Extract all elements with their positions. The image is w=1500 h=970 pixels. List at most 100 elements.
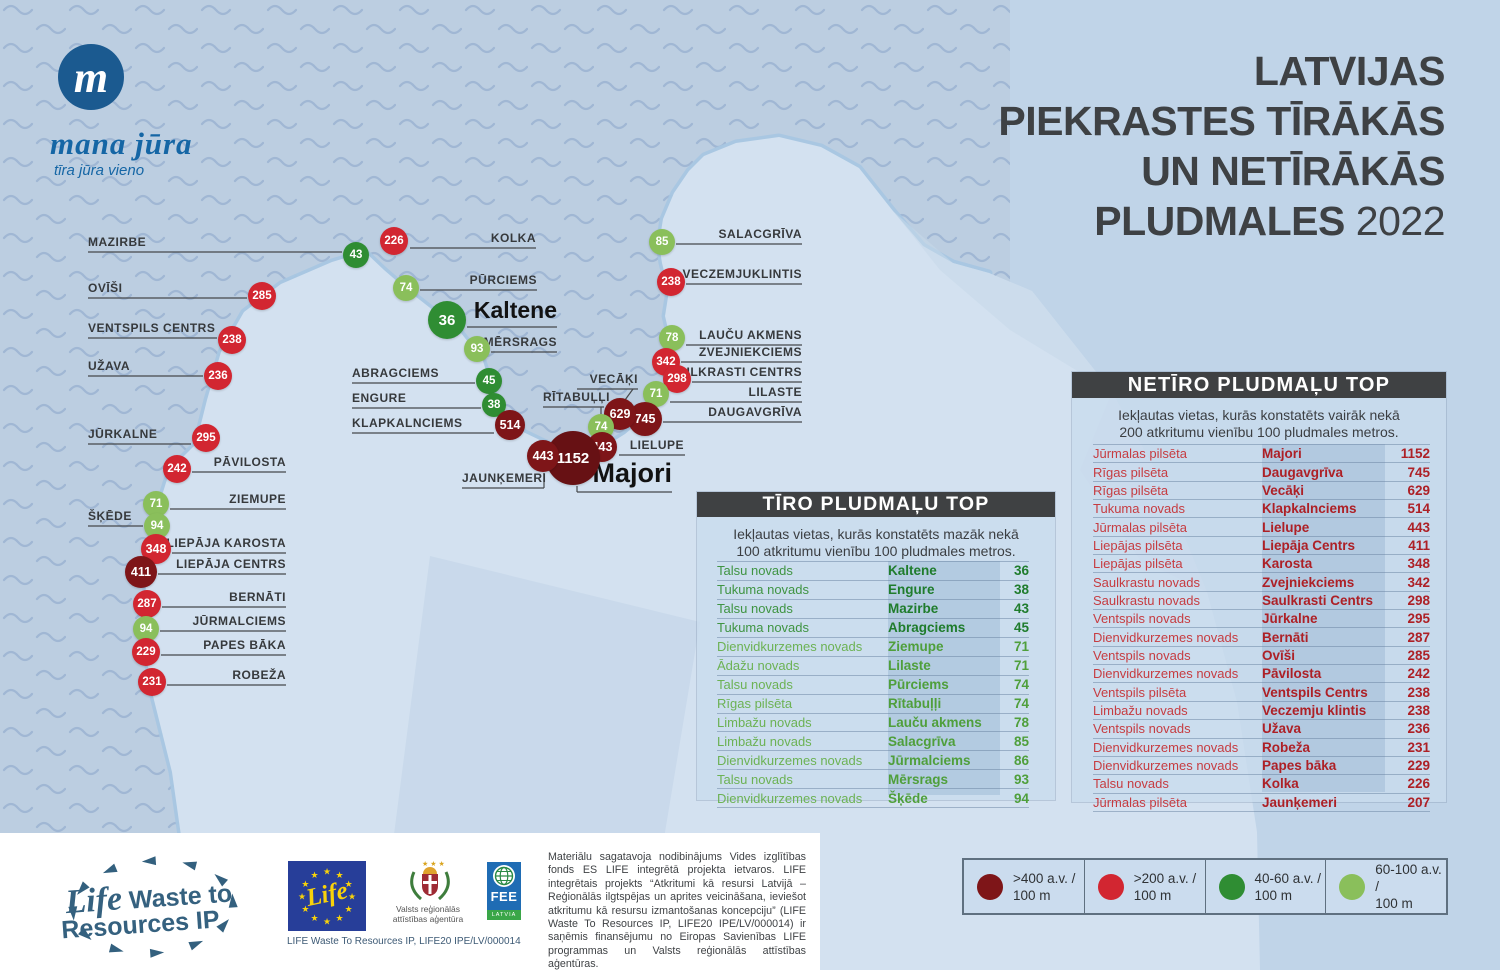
arrow-icon	[77, 881, 90, 895]
clean-subtitle-line2: 100 atkritumu vienību 100 pludmales metr…	[736, 543, 1016, 559]
beach-marker-value: 71	[649, 388, 663, 400]
beach-label: MAZIRBE	[88, 235, 147, 249]
region-cell: Dienvidkurzemes novads	[1093, 666, 1239, 682]
svg-text:★ ★ ★: ★ ★ ★	[422, 860, 445, 868]
value-cell: 85	[1013, 733, 1029, 749]
beach-cell: Papes bāka	[1262, 758, 1337, 774]
beach-label: SAULKRASTI CENTRS	[663, 365, 802, 379]
eu-logo-caption: LIFE Waste To Resources IP, LIFE20 IPE/L…	[287, 936, 521, 947]
region-cell: Saulkrastu novads	[1093, 574, 1200, 590]
arrow-icon	[78, 927, 92, 941]
table-row: Ventspils novads Jūrkalne 295	[1093, 610, 1430, 629]
value-cell: 411	[1408, 537, 1430, 553]
arrow-icon	[141, 856, 157, 866]
waste-to-resources-logo: Life Waste to Resources IP	[44, 845, 261, 969]
beach-cell: Lilaste	[888, 658, 931, 674]
eu-star-icon: ★	[345, 879, 353, 889]
beach-cell: Šķēde	[888, 790, 928, 806]
table-row: Tukuma novads Abragciems 45	[717, 619, 1029, 638]
beach-cell: Rītabuļļi	[888, 696, 942, 712]
fee-name: FEE	[490, 889, 518, 904]
table-row: Ventspils pilsēta Ventspils Centrs 238	[1093, 683, 1430, 702]
legend-label-line: >200 a.v. /	[1133, 870, 1197, 886]
eu-star-icon: ★	[345, 904, 353, 914]
title-line-1: LATVIJAS	[1253, 48, 1446, 94]
title-year: 2022	[1355, 198, 1446, 244]
beach-cell: Ziemupe	[888, 639, 944, 655]
beach-label: ŠĶĒDE	[88, 509, 132, 523]
dirty-table-title: NETĪRO PLUDMAĻU TOP	[1072, 372, 1446, 398]
region-cell: Dienvidkurzemes novads	[717, 790, 863, 806]
eu-star-icon: ★	[311, 913, 319, 923]
region-cell: Dienvidkurzemes novads	[717, 639, 863, 655]
beach-label: LIEPĀJA CENTRS	[176, 557, 286, 571]
region-cell: Talsu novads	[1093, 776, 1169, 792]
beach-marker-circle: 36	[428, 301, 466, 339]
table-row: Dienvidkurzemes novads Bernāti 287	[1093, 628, 1430, 647]
value-cell: 238	[1407, 702, 1430, 718]
beach-marker-value: 226	[384, 235, 404, 247]
beach-marker-value: 74	[594, 421, 608, 433]
legend-label-line: 100 m	[1133, 887, 1172, 903]
legend-label-line: >400 a.v. /	[1013, 870, 1076, 886]
beach-label: LAUČU AKMENS	[699, 328, 802, 342]
legend-label-line: 60-100 a.v. /	[1375, 862, 1442, 894]
beach-cell: Robeža	[1262, 739, 1311, 755]
table-row: Dienvidkurzemes novads Robeža 231	[1093, 739, 1430, 757]
beach-cell: Lauču akmens	[888, 714, 982, 730]
beach-marker-value: 78	[665, 332, 679, 344]
region-cell: Ventspils novads	[1093, 611, 1191, 627]
beach-cell: Kaltene	[888, 563, 937, 579]
beach-marker-circle: 74	[393, 275, 419, 301]
beach-marker-value: 745	[634, 412, 656, 426]
beach-label: PĀVILOSTA	[213, 455, 286, 469]
beach-marker-value: 85	[655, 236, 669, 248]
beach-marker-circle: 231	[138, 668, 166, 696]
beach-cell: Klapkalnciems	[1262, 501, 1357, 517]
beach-marker-value: 348	[145, 542, 167, 556]
state-agency-emblem-icon: ★ ★ ★	[410, 860, 450, 901]
logo-tagline: tīra jūra vieno	[54, 162, 145, 179]
leader-line	[624, 388, 634, 401]
eu-star-icon: ★	[298, 892, 306, 902]
fee-latvia-logo: FEE LATVIA	[487, 862, 521, 920]
legend-item: 40-60 a.v. /100 m	[1206, 860, 1327, 913]
legend: >400 a.v. /100 m >200 a.v. /100 m 40-60 a.…	[962, 858, 1448, 915]
beach-cell: Ovīši	[1262, 647, 1296, 663]
beach-marker-value: 238	[661, 276, 681, 288]
beach-marker-value: 236	[208, 370, 228, 382]
beach-marker-circle: 229	[132, 638, 160, 666]
legend-item: >200 a.v. /100 m	[1085, 860, 1206, 913]
beach-label: DAUGAVGRĪVA	[708, 405, 802, 419]
beach-marker-circle: 285	[248, 282, 276, 310]
beach-cell: Mērsrags	[888, 771, 949, 787]
beach-marker-circle: 93	[464, 336, 490, 362]
beach-cell: Jūrmalciems	[888, 752, 971, 768]
clean-table-title: TĪRO PLUDMAĻU TOP	[697, 492, 1055, 517]
fee-country: LATVIA	[487, 910, 521, 920]
beach-label: ZIEMUPE	[229, 492, 286, 506]
beach-marker-value: 94	[150, 520, 164, 532]
eu-star-icon: ★	[301, 904, 309, 914]
beach-cell: Bernāti	[1262, 629, 1309, 645]
value-cell: 745	[1407, 464, 1430, 480]
beach-marker-value: 74	[399, 282, 413, 294]
table-row: Liepājas pilsēta Liepāja Centrs 411	[1093, 537, 1430, 556]
table-row: Tukuma novads Klapkalnciems 514	[1093, 500, 1430, 519]
legend-label: 60-100 a.v. / 100 m	[1375, 861, 1446, 912]
beach-cell: Zvejniekciems	[1262, 574, 1355, 590]
eu-stars-icon: ★ ★★★★★★★★★★★	[298, 867, 356, 927]
table-row: Jūrmalas pilsēta Jaunķemeri 207	[1093, 794, 1430, 812]
region-cell: Rīgas pilsēta	[717, 696, 793, 712]
region-cell: Liepājas pilsēta	[1093, 537, 1183, 553]
arrow-icon	[102, 863, 118, 874]
legend-label-line: 100 m	[1254, 887, 1293, 903]
legend-item: >400 a.v. /100 m	[964, 860, 1085, 913]
beach-cell: Abragciems	[888, 620, 966, 636]
beach-marker-circle: 238	[657, 268, 685, 296]
beach-marker-circle: 348	[141, 534, 171, 564]
region-cell: Jūrmalas pilsēta	[1093, 794, 1187, 810]
beach-cell: Daugavgrīva	[1262, 464, 1344, 480]
beach-label: JŪRKALNE	[88, 427, 158, 441]
beach-cell: Salacgrīva	[888, 733, 956, 749]
